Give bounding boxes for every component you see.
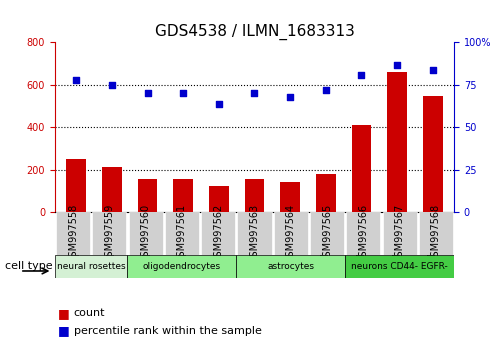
- FancyBboxPatch shape: [274, 212, 308, 255]
- Text: GSM997568: GSM997568: [431, 204, 441, 263]
- Text: count: count: [74, 308, 105, 318]
- FancyBboxPatch shape: [92, 212, 126, 255]
- FancyBboxPatch shape: [56, 212, 90, 255]
- Text: ■: ■: [57, 325, 69, 337]
- Point: [357, 72, 365, 78]
- Text: cell type: cell type: [5, 261, 52, 271]
- Text: GSM997565: GSM997565: [322, 204, 332, 263]
- Text: neurons CD44- EGFR-: neurons CD44- EGFR-: [351, 262, 448, 271]
- Text: GSM997564: GSM997564: [286, 204, 296, 263]
- FancyBboxPatch shape: [310, 212, 344, 255]
- Bar: [174, 179, 193, 212]
- Text: GSM997558: GSM997558: [68, 204, 78, 263]
- Point: [250, 91, 258, 96]
- Text: GSM997559: GSM997559: [104, 204, 114, 263]
- FancyBboxPatch shape: [127, 255, 237, 278]
- Text: astrocytes: astrocytes: [267, 262, 314, 271]
- FancyBboxPatch shape: [201, 212, 235, 255]
- Text: percentile rank within the sample: percentile rank within the sample: [74, 326, 262, 336]
- Bar: [316, 174, 335, 212]
- Point: [286, 94, 294, 100]
- FancyBboxPatch shape: [129, 212, 163, 255]
- Bar: [245, 179, 264, 212]
- FancyBboxPatch shape: [346, 212, 380, 255]
- Point: [393, 62, 401, 67]
- Text: GSM997567: GSM997567: [395, 204, 405, 263]
- Bar: [66, 159, 86, 212]
- Point: [72, 77, 80, 83]
- Title: GDS4538 / ILMN_1683313: GDS4538 / ILMN_1683313: [155, 23, 354, 40]
- Point: [144, 91, 152, 96]
- Bar: [138, 179, 157, 212]
- FancyBboxPatch shape: [345, 255, 454, 278]
- Bar: [423, 96, 443, 212]
- FancyBboxPatch shape: [238, 212, 271, 255]
- FancyBboxPatch shape: [419, 212, 453, 255]
- Bar: [209, 186, 229, 212]
- FancyBboxPatch shape: [383, 212, 417, 255]
- Text: GSM997566: GSM997566: [358, 204, 368, 263]
- Point: [215, 101, 223, 107]
- Point: [179, 91, 187, 96]
- Point: [429, 67, 437, 73]
- Point: [322, 87, 330, 93]
- FancyBboxPatch shape: [165, 212, 199, 255]
- Point: [108, 82, 116, 88]
- Text: GSM997561: GSM997561: [177, 204, 187, 263]
- Text: neural rosettes: neural rosettes: [57, 262, 125, 271]
- FancyBboxPatch shape: [237, 255, 345, 278]
- Text: ■: ■: [57, 307, 69, 320]
- Bar: [102, 167, 122, 212]
- Text: oligodendrocytes: oligodendrocytes: [143, 262, 221, 271]
- Text: GSM997562: GSM997562: [213, 204, 223, 263]
- Bar: [280, 182, 300, 212]
- FancyBboxPatch shape: [55, 255, 127, 278]
- Bar: [387, 72, 407, 212]
- Text: GSM997560: GSM997560: [141, 204, 151, 263]
- Text: GSM997563: GSM997563: [250, 204, 259, 263]
- Bar: [352, 125, 371, 212]
